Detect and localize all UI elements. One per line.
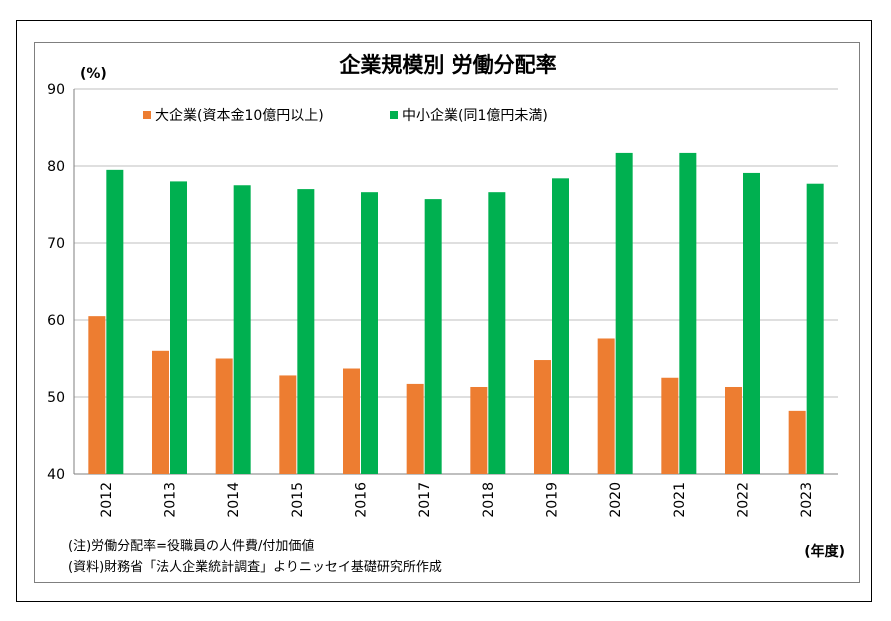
bar-sme — [743, 172, 760, 474]
legend-swatch-sme — [390, 111, 398, 119]
x-tick-label: 2020 — [608, 482, 624, 518]
bar-large-enterprise — [788, 410, 806, 474]
x-tick-label: 2016 — [354, 482, 370, 518]
bar-sme — [170, 181, 187, 474]
note-definition: (注)労働分配率=役職員の人件費/付加価値 — [68, 538, 314, 554]
bar-large-enterprise — [725, 386, 742, 474]
x-tick-label: 2023 — [799, 482, 815, 518]
legend-swatch-large — [143, 111, 151, 119]
bar-sme — [106, 169, 124, 474]
x-tick-label: 2017 — [417, 482, 433, 518]
bar-large-enterprise — [152, 350, 169, 474]
bar-sme — [233, 185, 251, 474]
bar-large-enterprise — [470, 386, 488, 474]
bar-large-enterprise — [88, 316, 106, 474]
bar-large-enterprise — [534, 360, 551, 474]
bar-large-enterprise — [661, 377, 679, 474]
bar-large-enterprise — [406, 383, 424, 474]
chart-title: 企業規模別 労働分配率 — [338, 53, 556, 77]
x-tick-label: 2015 — [290, 482, 306, 518]
bar-large-enterprise — [279, 375, 297, 474]
x-tick-label: 2018 — [481, 482, 497, 518]
gridlines — [73, 88, 838, 475]
chart-frame — [34, 42, 860, 583]
note-source: (資料)財務省「法人企業統計調査」よりニッセイ基礎研究所作成 — [68, 559, 442, 575]
x-tick-labels: 2012 2013 2014 2015 2016 2017 2018 2019 2020 2021… — [99, 482, 815, 518]
bars — [88, 152, 824, 475]
bar-sme — [297, 189, 315, 474]
bar-sme — [488, 192, 506, 474]
x-tick-label: 2013 — [163, 482, 179, 518]
bar-sme — [679, 152, 697, 474]
bar-sme — [424, 199, 442, 475]
y-tick-label: 80 — [47, 159, 65, 175]
x-tick-label: 2022 — [736, 482, 752, 518]
legend-label-sme: 中小企業(同1億円未満) — [402, 107, 548, 124]
x-tick-label: 2012 — [99, 482, 115, 518]
y-tick-label: 90 — [47, 82, 65, 98]
x-axis-unit: (年度) — [804, 543, 845, 560]
bar-large-enterprise — [343, 368, 360, 474]
outer-frame — [16, 20, 872, 602]
x-tick-label: 2019 — [545, 482, 561, 518]
bar-sme — [361, 192, 378, 474]
y-tick-label: 50 — [47, 390, 65, 406]
legend-label-large: 大企業(資本金10億円以上) — [155, 107, 324, 124]
y-axis-unit: (%) — [80, 66, 107, 82]
x-tick-label: 2021 — [672, 482, 688, 518]
x-tick-label: 2014 — [226, 482, 242, 518]
y-tick-label: 70 — [47, 236, 65, 252]
legend: 大企業(資本金10億円以上) 中小企業(同1億円未満) — [143, 107, 548, 124]
bar-sme — [552, 178, 569, 474]
bar-sme — [615, 152, 633, 474]
bar-large-enterprise — [215, 358, 233, 474]
bar-large-enterprise — [597, 338, 615, 474]
y-tick-label: 40 — [47, 467, 65, 483]
bar-sme — [806, 183, 824, 474]
y-tick-label: 60 — [47, 313, 65, 329]
y-tick-labels: 40 50 60 70 80 90 — [47, 82, 65, 483]
